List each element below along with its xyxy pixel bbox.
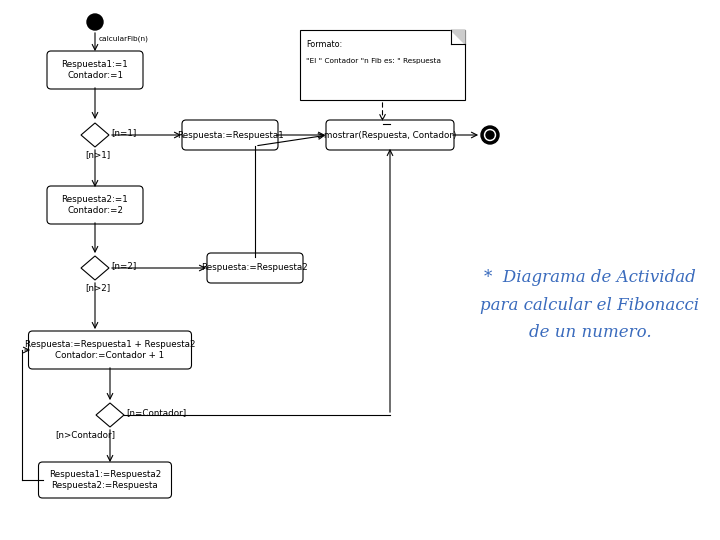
Polygon shape	[96, 403, 124, 427]
Circle shape	[87, 14, 103, 30]
Circle shape	[486, 131, 494, 139]
Circle shape	[481, 126, 499, 144]
FancyBboxPatch shape	[38, 462, 171, 498]
Text: Respuesta:=Respuesta1 + Respuesta2
Contador:=Contador + 1: Respuesta:=Respuesta1 + Respuesta2 Conta…	[24, 340, 195, 360]
Text: [n=Contador]: [n=Contador]	[126, 408, 186, 417]
Polygon shape	[81, 256, 109, 280]
Text: Respuesta:=Respuesta2: Respuesta:=Respuesta2	[202, 264, 308, 273]
Polygon shape	[451, 30, 465, 44]
Text: *  Diagrama de Actividad
para calcular el Fibonacci
de un numero.: * Diagrama de Actividad para calcular el…	[480, 269, 700, 341]
Text: Respuesta1:=Respuesta2
Respuesta2:=Respuesta: Respuesta1:=Respuesta2 Respuesta2:=Respu…	[49, 470, 161, 490]
Text: calcularFib(n): calcularFib(n)	[99, 36, 149, 43]
Text: [n=2]: [n=2]	[111, 261, 136, 271]
FancyBboxPatch shape	[29, 331, 192, 369]
Polygon shape	[81, 123, 109, 147]
Circle shape	[485, 130, 495, 140]
Text: "El " Contador "n Fib es: " Respuesta: "El " Contador "n Fib es: " Respuesta	[306, 58, 441, 64]
FancyBboxPatch shape	[47, 186, 143, 224]
Text: Respuesta:=Respuesta1: Respuesta:=Respuesta1	[176, 131, 284, 139]
FancyBboxPatch shape	[300, 30, 465, 100]
FancyBboxPatch shape	[182, 120, 278, 150]
Text: [n>1]: [n>1]	[85, 151, 110, 159]
FancyBboxPatch shape	[326, 120, 454, 150]
Text: [n>Contador]: [n>Contador]	[55, 430, 115, 440]
Text: [n>2]: [n>2]	[85, 284, 110, 293]
Text: mostrar(Respuesta, Contador): mostrar(Respuesta, Contador)	[324, 131, 456, 139]
FancyBboxPatch shape	[207, 253, 303, 283]
Text: Respuesta1:=1
Contador:=1: Respuesta1:=1 Contador:=1	[62, 60, 128, 80]
Text: Respuesta2:=1
Contador:=2: Respuesta2:=1 Contador:=2	[62, 195, 128, 215]
Text: [n=1]: [n=1]	[111, 129, 136, 138]
Text: Formato:: Formato:	[306, 40, 342, 49]
FancyBboxPatch shape	[47, 51, 143, 89]
